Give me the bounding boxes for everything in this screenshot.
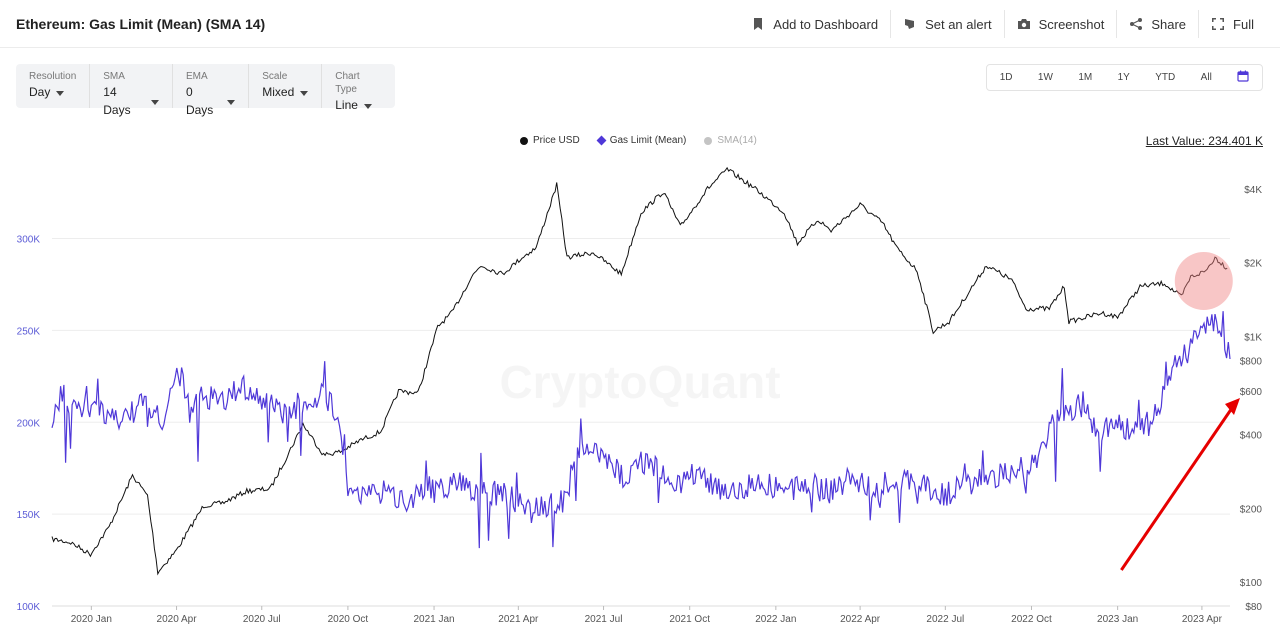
x-tick-label: 2021 Jan bbox=[413, 614, 454, 625]
range-1d[interactable]: 1D bbox=[999, 72, 1013, 83]
x-tick-label: 2020 Apr bbox=[157, 614, 198, 625]
resolution-select[interactable]: Resolution Day bbox=[16, 64, 91, 108]
right-tick-label: $400 bbox=[1240, 430, 1263, 441]
trend-arrow-head bbox=[1225, 398, 1240, 415]
x-tick-label: 2022 Oct bbox=[1011, 614, 1052, 625]
caret-down-icon bbox=[363, 103, 372, 109]
fullscreen-icon bbox=[1212, 18, 1225, 30]
right-tick-label: $1K bbox=[1244, 333, 1262, 344]
right-tick-label: $600 bbox=[1240, 387, 1263, 398]
left-tick-label: 300K bbox=[17, 235, 41, 246]
set-alert-label: Set an alert bbox=[925, 16, 992, 32]
range-ytd[interactable]: YTD bbox=[1155, 72, 1176, 83]
gas-limit-line bbox=[51, 311, 1231, 549]
left-tick-label: 200K bbox=[17, 418, 41, 429]
ema-select[interactable]: EMA 0 Days bbox=[173, 64, 250, 117]
right-tick-label: $4K bbox=[1244, 185, 1262, 196]
x-tick-label: 2023 Apr bbox=[1182, 614, 1223, 625]
x-tick-label: 2020 Jan bbox=[71, 614, 112, 625]
ema-value: 0 Days bbox=[185, 85, 214, 117]
legend-label-gas-limit: Gas Limit (Mean) bbox=[609, 135, 687, 146]
caret-down-icon bbox=[56, 90, 65, 96]
scale-value: Mixed bbox=[262, 85, 295, 99]
chart-type-label: Chart Type bbox=[335, 71, 360, 95]
x-tick-label: 2022 Jul bbox=[926, 614, 964, 625]
highlight-circle bbox=[1174, 252, 1233, 310]
fullscreen-button[interactable]: Full bbox=[1198, 10, 1266, 38]
right-tick-label: $2K bbox=[1244, 259, 1262, 270]
share-button[interactable]: Share bbox=[1116, 10, 1198, 38]
left-axis: 100K 150K 200K 250K 300K bbox=[17, 235, 41, 614]
legend-dot-icon bbox=[520, 136, 528, 145]
legend-label-price: Price USD bbox=[533, 135, 580, 146]
camera-icon bbox=[1017, 19, 1030, 29]
screenshot-label: Screenshot bbox=[1038, 16, 1105, 32]
share-label: Share bbox=[1151, 16, 1187, 32]
header-actions: Add to Dashboard Set an alert Screenshot… bbox=[739, 10, 1266, 38]
top-bar: Ethereum: Gas Limit (Mean) (SMA 14) Add … bbox=[0, 0, 1280, 48]
range-1w[interactable]: 1W bbox=[1037, 72, 1053, 83]
right-tick-label: $200 bbox=[1240, 504, 1263, 515]
bell-icon bbox=[905, 19, 915, 29]
caret-down-icon bbox=[150, 99, 159, 105]
left-tick-label: 250K bbox=[17, 326, 41, 337]
range-1y[interactable]: 1Y bbox=[1117, 72, 1130, 83]
chart-legend: Price USD Gas Limit (Mean) SMA(14) bbox=[520, 135, 757, 146]
caret-down-icon bbox=[300, 90, 309, 96]
screenshot-button[interactable]: Screenshot bbox=[1003, 10, 1117, 38]
range-1m[interactable]: 1M bbox=[1078, 72, 1093, 83]
set-alert-button[interactable]: Set an alert bbox=[890, 10, 1004, 38]
price-usd-line bbox=[51, 166, 1228, 576]
right-tick-label: $100 bbox=[1240, 578, 1263, 589]
chart-type-select[interactable]: Chart Type Line bbox=[322, 64, 395, 112]
range-all[interactable]: All bbox=[1200, 72, 1212, 83]
ema-label: EMA bbox=[185, 71, 208, 82]
right-axis: $80 $100 $200 $400 $600 $800 $1K $2K $4K bbox=[1240, 185, 1263, 613]
resolution-value: Day bbox=[29, 85, 51, 99]
scale-label: Scale bbox=[262, 71, 288, 82]
legend-dot-icon bbox=[704, 136, 713, 145]
x-axis: 2020 Jan 2020 Apr 2020 Jul 2020 Oct 2021 Jan… bbox=[52, 605, 1230, 625]
legend-item-gas-limit[interactable]: Gas Limit (Mean) bbox=[596, 135, 687, 146]
right-tick-label: $80 bbox=[1245, 602, 1262, 613]
x-tick-label: 2022 Jan bbox=[755, 614, 796, 625]
chart-controls: Resolution Day SMA 14 Days EMA 0 Days Sc… bbox=[16, 64, 395, 117]
scale-select[interactable]: Scale Mixed bbox=[249, 64, 323, 108]
sma-select[interactable]: SMA 14 Days bbox=[90, 64, 173, 117]
legend-label-sma: SMA(14) bbox=[717, 135, 757, 146]
add-to-dashboard-label: Add to Dashboard bbox=[773, 16, 879, 32]
page-title: Ethereum: Gas Limit (Mean) (SMA 14) bbox=[16, 16, 266, 32]
x-tick-label: 2021 Oct bbox=[669, 614, 710, 625]
x-tick-label: 2020 Oct bbox=[328, 614, 369, 625]
chart-type-value: Line bbox=[335, 98, 358, 112]
x-tick-label: 2020 Jul bbox=[243, 614, 281, 625]
x-tick-label: 2021 Jul bbox=[585, 614, 623, 625]
sma-value: 14 Days bbox=[103, 85, 131, 117]
add-to-dashboard-button[interactable]: Add to Dashboard bbox=[739, 10, 890, 38]
legend-item-sma[interactable]: SMA(14) bbox=[704, 135, 757, 146]
x-tick-label: 2022 Apr bbox=[840, 614, 881, 625]
trend-arrow-line bbox=[1120, 407, 1234, 571]
calendar-icon[interactable] bbox=[1231, 68, 1255, 87]
sma-label: SMA bbox=[103, 71, 125, 82]
x-tick-label: 2021 Apr bbox=[498, 614, 539, 625]
annotation-layer bbox=[1120, 252, 1240, 571]
series-layer bbox=[51, 166, 1231, 576]
resolution-label: Resolution bbox=[29, 71, 77, 82]
watermark: CryptoQuant bbox=[499, 356, 780, 408]
fullscreen-label: Full bbox=[1233, 16, 1254, 32]
x-tick-label: 2023 Jan bbox=[1097, 614, 1138, 625]
right-tick-label: $800 bbox=[1240, 356, 1263, 367]
range-selector: 1D 1W 1M 1Y YTD All bbox=[986, 64, 1263, 91]
left-tick-label: 100K bbox=[17, 602, 41, 613]
legend-item-price[interactable]: Price USD bbox=[520, 135, 580, 146]
last-value[interactable]: Last Value: 234.401 K bbox=[1145, 134, 1263, 148]
share-icon bbox=[1130, 18, 1143, 30]
caret-down-icon bbox=[227, 99, 236, 105]
bookmark-icon bbox=[754, 18, 763, 30]
left-tick-label: 150K bbox=[17, 510, 41, 521]
